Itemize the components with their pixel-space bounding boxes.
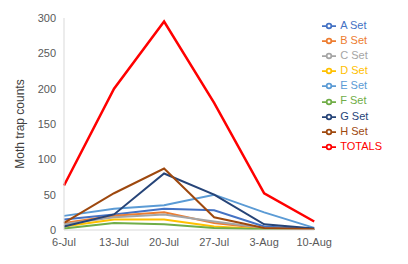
html-text:TOTALS: TOTALS <box>340 139 382 152</box>
html-text:G Set: G Set <box>340 109 369 122</box>
svg-text:150: 150 <box>38 118 56 130</box>
svg-text:27-Jul: 27-Jul <box>199 236 229 248</box>
svg-text:0: 0 <box>50 224 56 236</box>
svg-text:200: 200 <box>38 83 56 95</box>
svg-text:3-Aug: 3-Aug <box>249 236 278 248</box>
svg-text:20-Jul: 20-Jul <box>149 236 179 248</box>
html-text:D Set: D Set <box>340 64 368 77</box>
html-text:H Set: H Set <box>340 124 368 137</box>
svg-text:250: 250 <box>38 47 56 59</box>
svg-text:13-Jul: 13-Jul <box>99 236 129 248</box>
svg-text:50: 50 <box>44 189 56 201</box>
html-text:B Set: B Set <box>340 34 368 47</box>
svg-text:Moth trap counts: Moth trap counts <box>13 79 27 168</box>
svg-text:300: 300 <box>38 12 56 24</box>
html-text:A Set: A Set <box>340 19 367 31</box>
svg-text:100: 100 <box>38 153 56 165</box>
html-text:F Set: F Set <box>340 94 367 107</box>
svg-text:10-Aug: 10-Aug <box>296 236 331 248</box>
html-text:E Set: E Set <box>340 79 368 92</box>
svg-text:6-Jul: 6-Jul <box>52 236 76 248</box>
html-text:C Set: C Set <box>340 49 368 62</box>
